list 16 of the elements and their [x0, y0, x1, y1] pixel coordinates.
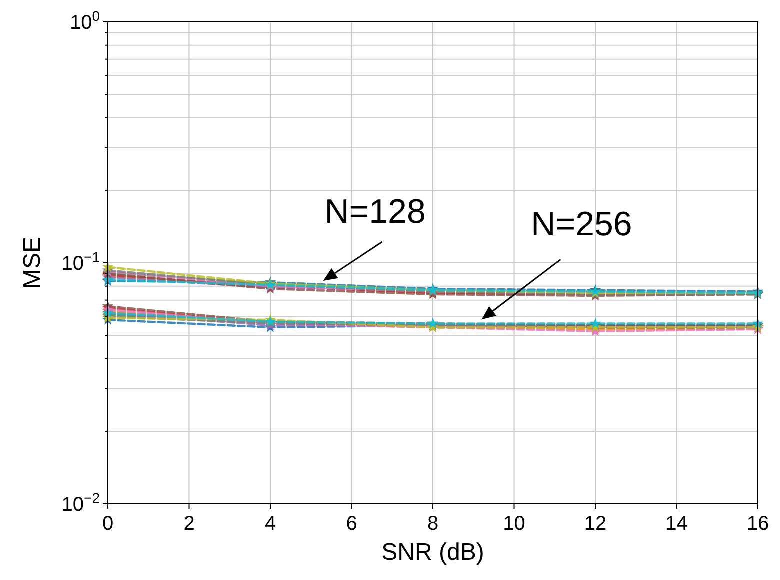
x-tick-label: 10 [503, 513, 526, 535]
x-tick-label: 8 [427, 513, 439, 535]
y-axis-title: MSE [19, 236, 46, 290]
x-tick-label: 2 [184, 513, 195, 535]
annotation: N=128 [324, 192, 426, 231]
x-tick-label: 0 [102, 513, 114, 535]
x-tick-label: 6 [346, 513, 358, 535]
x-tick-label: 4 [264, 513, 276, 535]
annotation: N=256 [531, 206, 632, 244]
x-tick-label: 14 [666, 513, 688, 535]
x-tick-label: 16 [746, 513, 770, 535]
y-tick-label: 10$^{−2}$ [62, 490, 100, 516]
y-tick-label: 10$^{−1}$ [62, 249, 100, 275]
y-tick-label: 10$^{0}$ [70, 8, 100, 34]
x-axis-title: SNR (dB) [382, 539, 484, 566]
x-tick-label: 12 [584, 513, 607, 535]
